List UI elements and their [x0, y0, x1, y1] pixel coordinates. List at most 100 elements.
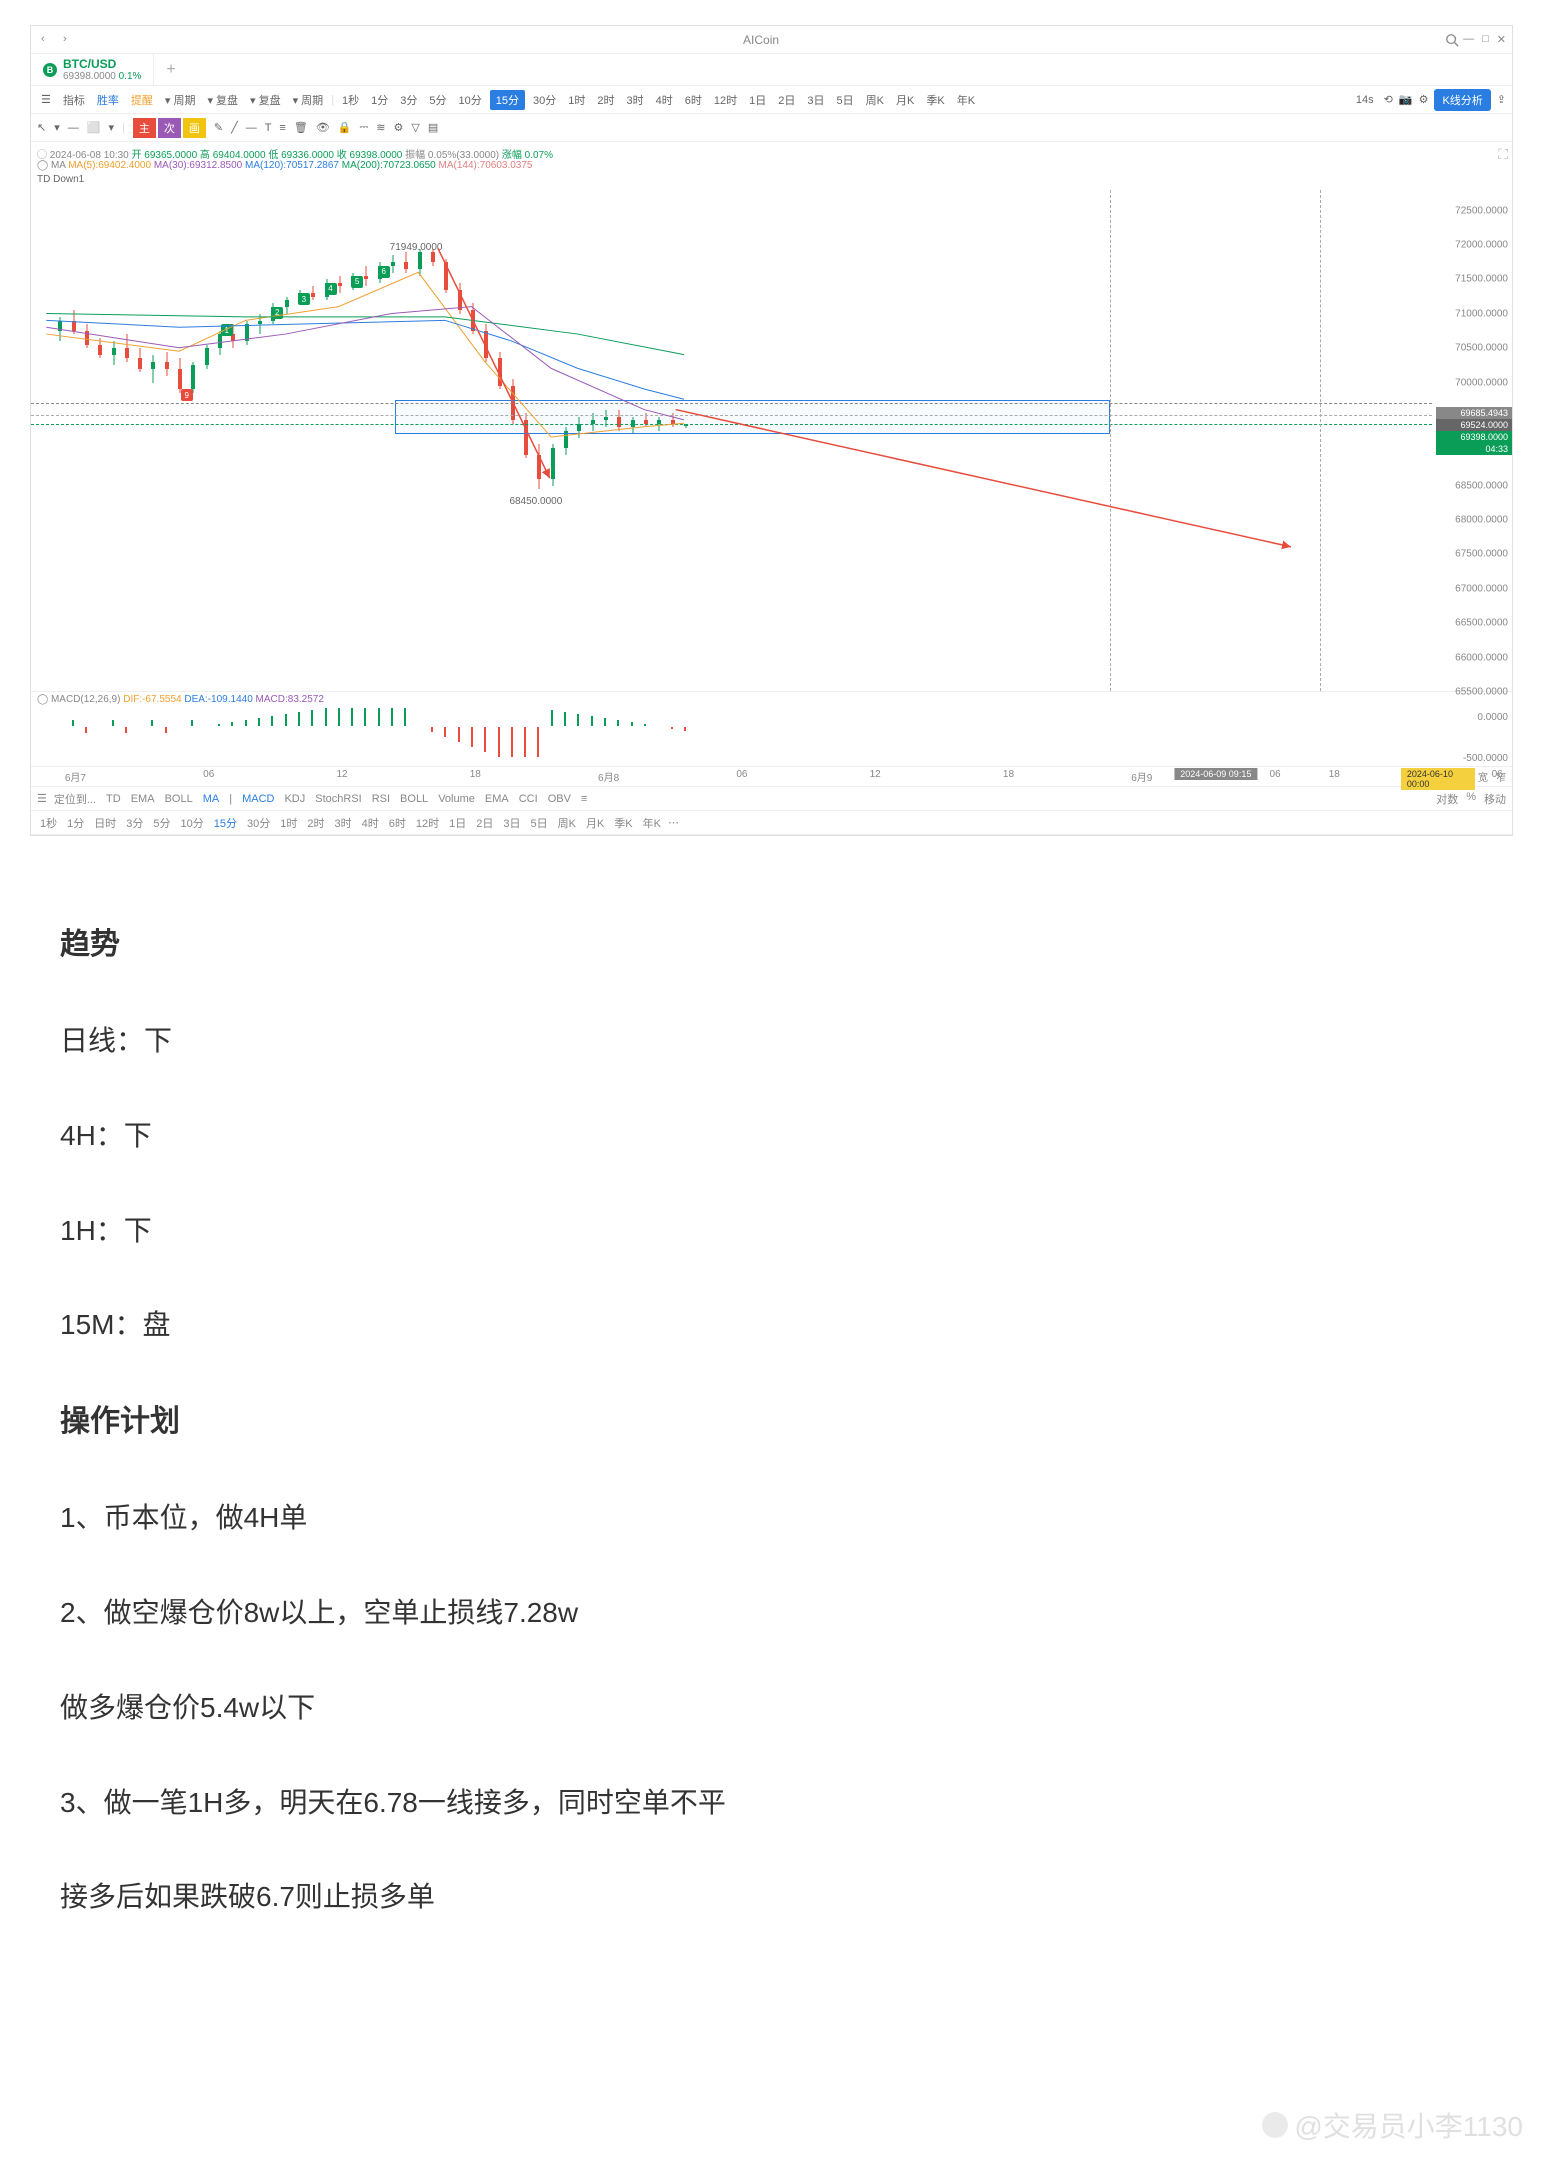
close-icon[interactable]: ✕ — [1497, 33, 1506, 46]
tf-6时[interactable]: 6时 — [681, 90, 706, 110]
minimize-icon[interactable]: — — [1463, 33, 1474, 46]
tb-胜率[interactable]: 胜率 — [93, 90, 123, 110]
camera-icon[interactable]: 📷 — [1399, 93, 1413, 106]
tf2-3日[interactable]: 3日 — [500, 814, 523, 832]
ind-KDJ[interactable]: KDJ — [281, 792, 308, 806]
ind-EMA[interactable]: EMA — [482, 792, 512, 806]
tb-提醒[interactable]: 提醒 — [127, 90, 157, 110]
tf2-15分[interactable]: 15分 — [211, 814, 240, 832]
tb-周期[interactable]: ▾ 周期 — [289, 90, 328, 110]
tf2-30分[interactable]: 30分 — [244, 814, 273, 832]
tf2-1分[interactable]: 1分 — [64, 814, 87, 832]
tf-5日[interactable]: 5日 — [833, 90, 858, 110]
locate-button[interactable]: 定位到... — [51, 790, 99, 808]
tb-指标[interactable]: 指标 — [59, 90, 89, 110]
tf-1日[interactable]: 1日 — [745, 90, 770, 110]
tf2-季K[interactable]: 季K — [611, 814, 635, 832]
tf-周K[interactable]: 周K — [862, 90, 888, 110]
tf-2日[interactable]: 2日 — [774, 90, 799, 110]
tf-12时[interactable]: 12时 — [710, 90, 741, 110]
main-chart[interactable]: ◯ 2024-06-08 10:30 开 69365.0000 高 69404.… — [31, 142, 1512, 692]
tf2-5分[interactable]: 5分 — [150, 814, 173, 832]
tf2-12时[interactable]: 12时 — [413, 814, 442, 832]
share-icon[interactable]: ⇪ — [1497, 93, 1506, 106]
layers-icon[interactable]: ▤ — [428, 121, 438, 134]
refresh-icon[interactable]: ⟲ — [1384, 93, 1393, 106]
tf2-1时[interactable]: 1时 — [277, 814, 300, 832]
settings-icon[interactable]: ⚙ — [1419, 93, 1429, 106]
trash-icon[interactable]: 🗑 — [294, 121, 308, 134]
tf2-2日[interactable]: 2日 — [473, 814, 496, 832]
tf-4时[interactable]: 4时 — [652, 90, 677, 110]
pencil-icon[interactable]: ✎ — [214, 121, 223, 134]
tf-2时[interactable]: 2时 — [593, 90, 618, 110]
chev-icon[interactable]: ▾ — [54, 121, 60, 134]
tab-btcusd[interactable]: B BTC/USD 69398.0000 0.1% — [31, 54, 154, 85]
tf-15分[interactable]: 15分 — [490, 90, 525, 110]
tf2-2时[interactable]: 2时 — [304, 814, 327, 832]
ind-TD[interactable]: TD — [103, 792, 124, 806]
tf-1时[interactable]: 1时 — [564, 90, 589, 110]
nav-back-icon[interactable]: ‹ — [41, 33, 55, 47]
tf2-周K[interactable]: 周K — [555, 814, 579, 832]
tb-复盘[interactable]: ▾ 复盘 — [246, 90, 285, 110]
maximize-icon[interactable]: □ — [1482, 33, 1489, 46]
ind-StochRSI[interactable]: StochRSI — [312, 792, 364, 806]
nav-forward-icon[interactable]: › — [63, 33, 77, 47]
tb-周期[interactable]: ▾ 周期 — [161, 90, 200, 110]
opt-移动[interactable]: 移动 — [1484, 791, 1506, 807]
kline-analysis-button[interactable]: K线分析 — [1434, 89, 1490, 111]
cursor-icon[interactable]: ↖ — [37, 121, 46, 134]
tf2-10分[interactable]: 10分 — [178, 814, 207, 832]
tf-年K[interactable]: 年K — [953, 90, 979, 110]
tb-复盘[interactable]: ▾ 复盘 — [203, 90, 242, 110]
filter-icon[interactable]: ▽ — [411, 121, 419, 134]
text-icon[interactable]: T — [265, 122, 272, 134]
main-sub-draw[interactable]: 主次画 — [133, 118, 206, 138]
menu-icon[interactable]: ☰ — [37, 91, 55, 108]
ind-BOLL[interactable]: BOLL — [162, 792, 196, 806]
tf-1秒[interactable]: 1秒 — [338, 90, 363, 110]
fib-icon[interactable]: ≋ — [376, 121, 385, 134]
tf2-6时[interactable]: 6时 — [386, 814, 409, 832]
lock-icon[interactable]: 🔒 — [338, 121, 352, 134]
ind-BOLL[interactable]: BOLL — [397, 792, 431, 806]
tf-1分[interactable]: 1分 — [367, 90, 392, 110]
tf2-1日[interactable]: 1日 — [446, 814, 469, 832]
ind-more-icon[interactable]: ≡ — [578, 792, 590, 806]
tf-10分[interactable]: 10分 — [455, 90, 486, 110]
magnet-icon[interactable]: ⎓ — [359, 121, 368, 134]
settings-icon[interactable]: ⚙ — [393, 121, 403, 134]
line-icon[interactable]: ╱ — [231, 121, 238, 134]
locate-icon[interactable]: ☰ — [37, 792, 47, 805]
ind-Volume[interactable]: Volume — [435, 792, 478, 806]
ind-|[interactable]: | — [226, 792, 235, 806]
tf-月K[interactable]: 月K — [892, 90, 918, 110]
ruler-icon[interactable]: ≡ — [279, 122, 285, 134]
tf2-月K[interactable]: 月K — [583, 814, 607, 832]
tf2-日时[interactable]: 日时 — [91, 814, 119, 832]
opt-对数[interactable]: 对数 — [1436, 791, 1458, 807]
tf-30分[interactable]: 30分 — [529, 90, 560, 110]
tf2-1秒[interactable]: 1秒 — [37, 814, 60, 832]
add-tab-button[interactable]: + — [154, 61, 187, 79]
ind-RSI[interactable]: RSI — [369, 792, 393, 806]
eye-icon[interactable]: 👁 — [316, 121, 330, 134]
tf-5分[interactable]: 5分 — [425, 90, 450, 110]
tf2-4时[interactable]: 4时 — [359, 814, 382, 832]
tf-季K[interactable]: 季K — [922, 90, 948, 110]
tf2-3分[interactable]: 3分 — [123, 814, 146, 832]
ind-CCI[interactable]: CCI — [516, 792, 541, 806]
ind-MA[interactable]: MA — [200, 792, 223, 806]
tf-3时[interactable]: 3时 — [623, 90, 648, 110]
tf2-5日[interactable]: 5日 — [528, 814, 551, 832]
ind-EMA[interactable]: EMA — [128, 792, 158, 806]
fullscreen-icon[interactable]: ⛶ — [1498, 146, 1508, 163]
tf2-3时[interactable]: 3时 — [332, 814, 355, 832]
ind-MACD[interactable]: MACD — [239, 792, 277, 806]
tf-3分[interactable]: 3分 — [396, 90, 421, 110]
search-icon[interactable] — [1445, 33, 1459, 47]
horiz-icon[interactable]: — — [246, 122, 257, 134]
macd-panel[interactable]: ◯ MACD(12,26,9) DIF:-67.5554 DEA:-109.14… — [31, 692, 1512, 767]
tf2-more-icon[interactable]: ⋯ — [668, 816, 679, 829]
